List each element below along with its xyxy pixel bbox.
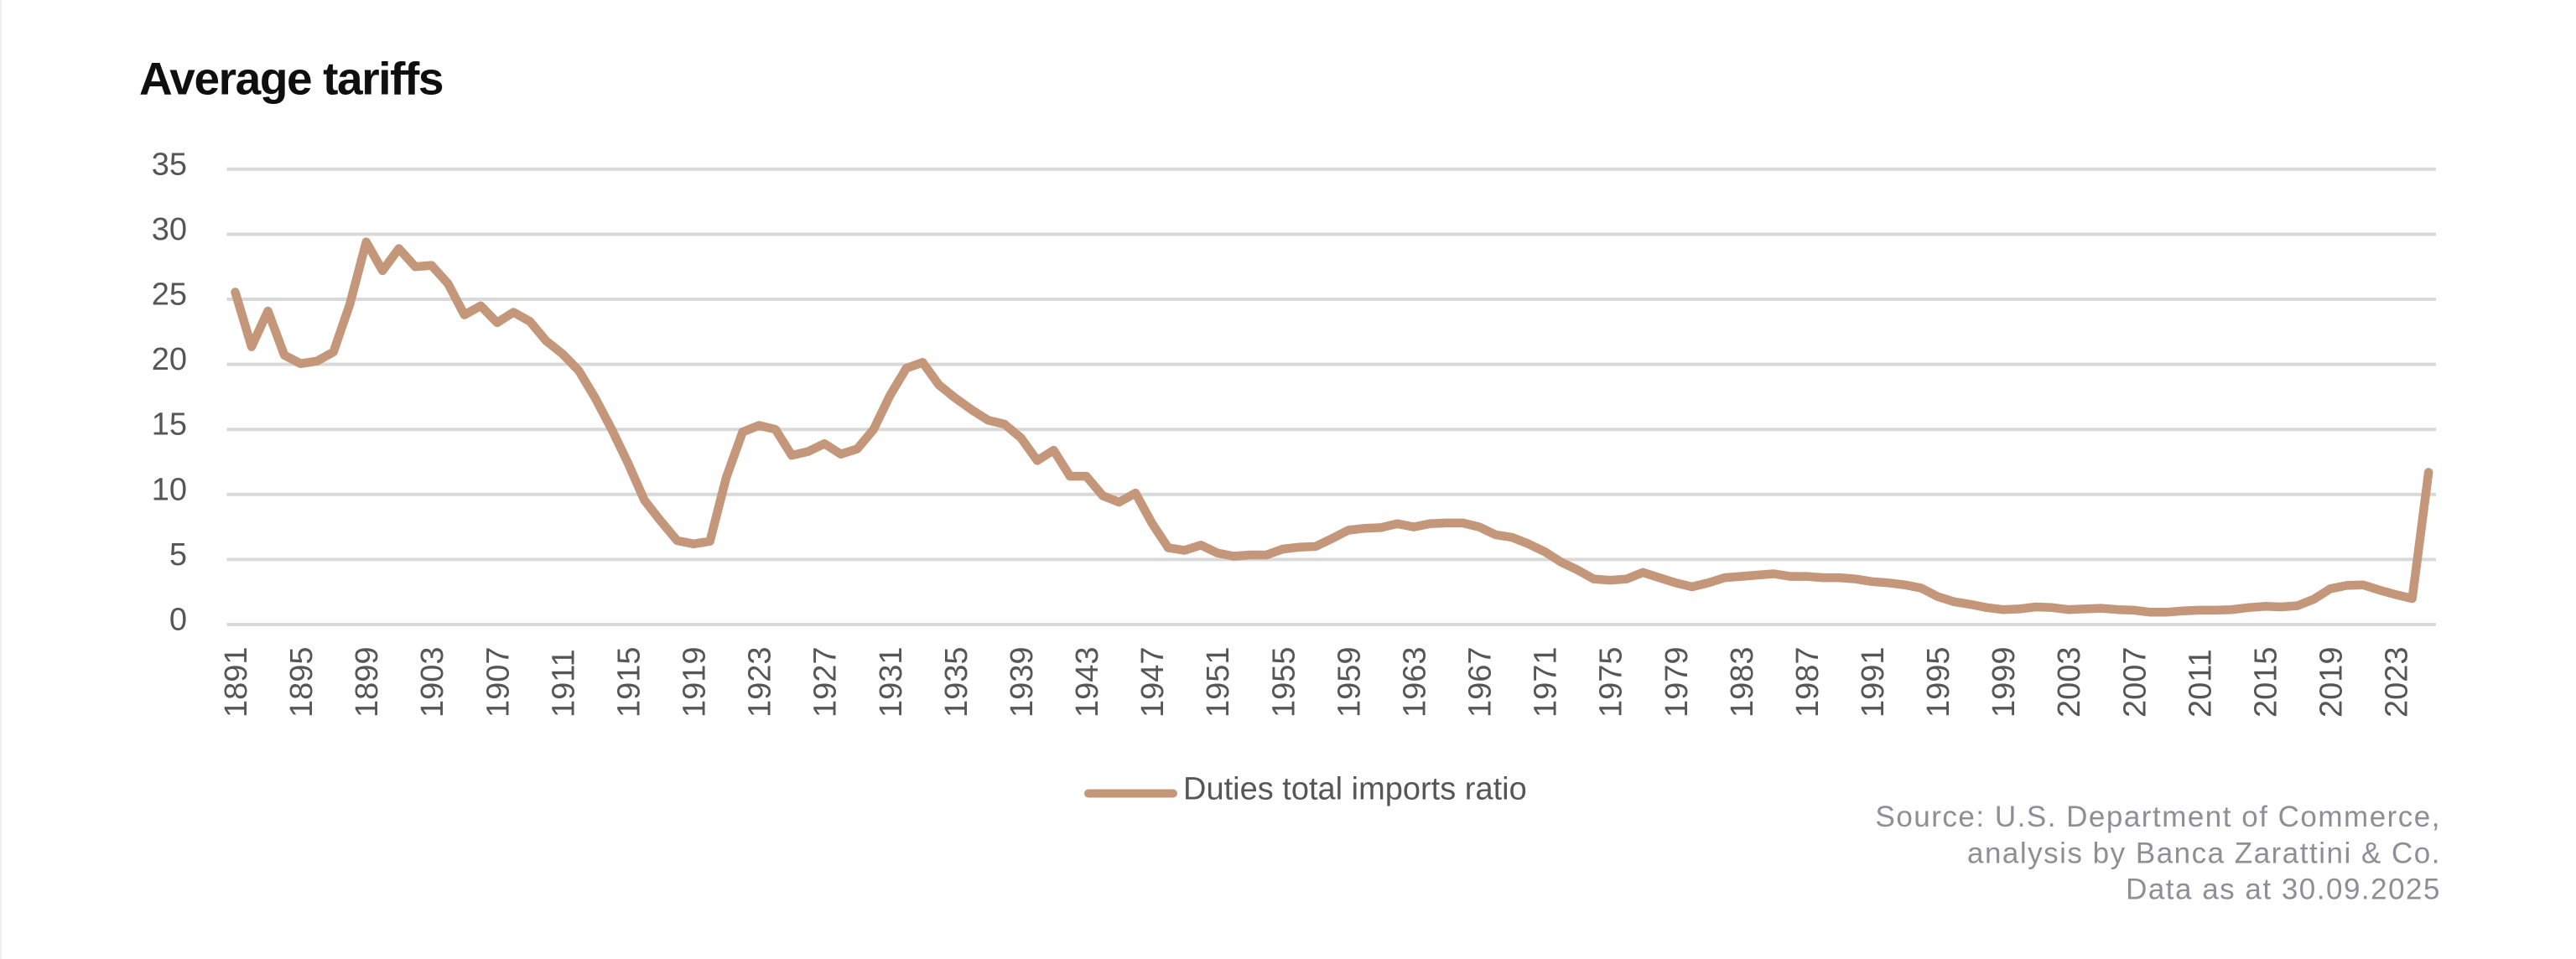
svg-text:5: 5	[169, 537, 187, 573]
svg-text:1911: 1911	[546, 649, 581, 718]
svg-text:1943: 1943	[1070, 646, 1105, 718]
svg-text:1907: 1907	[480, 646, 516, 718]
svg-text:20: 20	[152, 342, 187, 377]
svg-text:Data as at 30.09.2025: Data as at 30.09.2025	[2126, 873, 2441, 906]
svg-text:1903: 1903	[415, 646, 450, 718]
svg-text:2023: 2023	[2380, 646, 2415, 718]
svg-text:1979: 1979	[1659, 646, 1695, 718]
svg-text:1899: 1899	[350, 646, 385, 718]
svg-text:1935: 1935	[939, 646, 974, 718]
svg-text:15: 15	[152, 407, 187, 443]
svg-text:1999: 1999	[1987, 646, 2022, 718]
svg-text:1975: 1975	[1594, 646, 1629, 718]
svg-text:1895: 1895	[284, 646, 319, 718]
svg-text:25: 25	[152, 277, 187, 313]
svg-text:1919: 1919	[678, 646, 713, 718]
svg-text:1931: 1931	[874, 646, 909, 718]
svg-text:1967: 1967	[1463, 646, 1498, 718]
svg-text:2007: 2007	[2117, 646, 2153, 718]
svg-text:1955: 1955	[1266, 646, 1301, 718]
svg-text:1971: 1971	[1529, 646, 1564, 718]
svg-text:1983: 1983	[1725, 646, 1760, 718]
svg-text:30: 30	[152, 212, 187, 247]
svg-text:1939: 1939	[1005, 646, 1040, 718]
svg-text:Average tariffs: Average tariffs	[139, 53, 443, 105]
svg-text:2011: 2011	[2183, 649, 2218, 718]
svg-text:1963: 1963	[1397, 646, 1432, 718]
svg-text:35: 35	[152, 147, 187, 182]
svg-text:1951: 1951	[1201, 646, 1236, 718]
svg-text:analysis by Banca Zarattini &: analysis by Banca Zarattini & Co.	[1967, 837, 2441, 870]
svg-text:1991: 1991	[1856, 646, 1891, 718]
svg-text:1927: 1927	[808, 646, 844, 718]
svg-text:2003: 2003	[2052, 646, 2087, 718]
svg-text:2015: 2015	[2249, 646, 2284, 718]
svg-text:1947: 1947	[1135, 646, 1171, 718]
svg-text:Duties total imports ratio: Duties total imports ratio	[1183, 772, 1527, 807]
svg-text:10: 10	[152, 472, 187, 507]
svg-text:1959: 1959	[1332, 646, 1367, 718]
svg-text:0: 0	[169, 603, 187, 638]
svg-text:Source: U.S. Department of Com: Source: U.S. Department of Commerce,	[1876, 801, 2442, 833]
svg-text:1891: 1891	[219, 646, 254, 718]
svg-text:1915: 1915	[612, 646, 647, 718]
svg-text:1987: 1987	[1790, 646, 1826, 718]
svg-text:2019: 2019	[2314, 646, 2350, 718]
svg-text:1995: 1995	[1921, 646, 1956, 718]
svg-text:1923: 1923	[743, 646, 778, 718]
